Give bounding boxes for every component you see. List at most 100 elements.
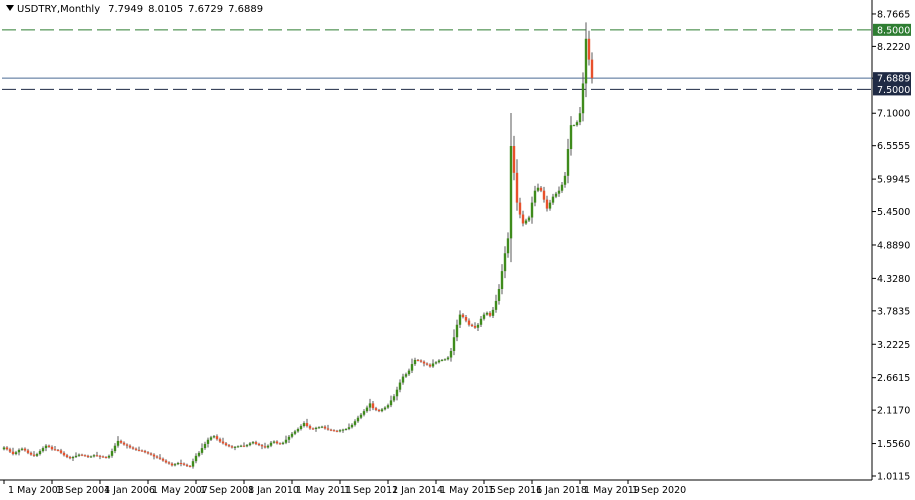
candle-up xyxy=(575,122,579,126)
price-tick-label: 7.1000 xyxy=(877,109,910,120)
candle-up xyxy=(212,436,216,438)
candle-up xyxy=(299,426,303,430)
candle-down xyxy=(308,426,312,429)
candle-down xyxy=(143,451,147,453)
candle-up xyxy=(446,357,450,360)
candle-down xyxy=(83,455,87,457)
candle-up xyxy=(209,437,213,440)
candle-up xyxy=(362,411,366,415)
candle-down xyxy=(422,361,426,364)
candle-down xyxy=(224,443,228,446)
candle-up xyxy=(245,445,249,447)
candle-up xyxy=(269,442,273,446)
candle-up xyxy=(578,113,582,123)
current-price-label-bg xyxy=(873,72,911,85)
level-label-low: 7.5000 xyxy=(877,85,910,96)
price-tick-label: 1.5560 xyxy=(877,439,910,450)
price-tick-label: 2.6615 xyxy=(877,373,910,384)
candle-down xyxy=(473,325,477,328)
current-price-label: 7.6889 xyxy=(877,74,910,85)
candle-down xyxy=(167,462,171,464)
candle-down xyxy=(137,449,141,451)
candle-down xyxy=(542,190,546,200)
symbol-label: USDTRY,Monthly xyxy=(17,4,101,15)
candle-down xyxy=(80,454,84,456)
candle-up xyxy=(17,449,21,453)
candle-up xyxy=(281,442,285,444)
candle-down xyxy=(218,439,222,442)
candle-down xyxy=(305,423,309,427)
candle-down xyxy=(419,360,423,362)
candle-down xyxy=(275,441,279,444)
candle-down xyxy=(254,442,258,444)
candle-down xyxy=(188,465,192,467)
candle-down xyxy=(65,455,69,458)
candle-down xyxy=(545,199,549,209)
candle-up xyxy=(455,324,459,338)
candle-up xyxy=(548,202,552,209)
candle-down xyxy=(332,430,336,432)
candle-down xyxy=(56,449,60,451)
candle-up xyxy=(116,440,120,446)
candle-down xyxy=(50,446,54,450)
candle-up xyxy=(404,374,408,377)
candle-up xyxy=(113,445,117,452)
candle-down xyxy=(149,453,153,455)
candle-up xyxy=(14,452,18,455)
candle-up xyxy=(572,125,576,127)
time-tick-label: 1 May 2011 xyxy=(296,485,352,496)
price-tick-label: 1.0115 xyxy=(877,472,910,483)
level-label-low-bg xyxy=(873,83,911,96)
candle-up xyxy=(485,312,489,315)
candle-up xyxy=(293,431,297,434)
candle-up xyxy=(434,362,438,364)
candle-up xyxy=(110,451,114,456)
candle-up xyxy=(557,190,561,194)
candle-down xyxy=(323,426,327,429)
candle-down xyxy=(8,449,12,452)
candle-down xyxy=(539,187,543,191)
candle-down xyxy=(587,38,591,60)
candle-up xyxy=(551,196,555,203)
candle-up xyxy=(398,382,402,390)
candle-down xyxy=(98,455,102,457)
candle-down xyxy=(179,462,183,464)
low-value: 7.6729 xyxy=(188,4,224,15)
candle-up xyxy=(233,446,237,448)
candle-down xyxy=(32,454,36,456)
horizontal-levels[interactable] xyxy=(2,29,872,90)
candle-up xyxy=(584,38,588,84)
candle-down xyxy=(158,457,162,459)
candle-up xyxy=(458,314,462,325)
candle-down xyxy=(221,441,225,444)
candle-down xyxy=(521,214,525,224)
price-tick-label: 8.2220 xyxy=(877,42,910,53)
candle-up xyxy=(287,436,291,440)
candle-up xyxy=(314,427,318,430)
candle-up xyxy=(290,433,294,437)
candle-up xyxy=(341,429,345,431)
candle-up xyxy=(482,314,486,319)
candle-up xyxy=(302,423,306,427)
candle-up xyxy=(35,454,39,456)
candle-up xyxy=(560,184,564,191)
candle-up xyxy=(500,271,504,290)
candle-up xyxy=(437,360,441,363)
candle-up xyxy=(191,461,195,467)
candle-down xyxy=(230,446,234,448)
time-tick-label: 1 May 2019 xyxy=(584,485,640,496)
candle-up xyxy=(386,405,390,408)
candle-up xyxy=(476,324,480,328)
candle-down xyxy=(23,448,27,451)
dropdown-triangle-icon[interactable] xyxy=(6,5,14,11)
candle-down xyxy=(377,409,381,412)
candle-up xyxy=(248,443,252,446)
candle-up xyxy=(347,427,351,430)
candle-up xyxy=(527,217,531,221)
candle-up xyxy=(530,202,534,218)
candle-down xyxy=(428,364,432,367)
candle-down xyxy=(215,436,219,440)
candle-up xyxy=(200,448,204,453)
